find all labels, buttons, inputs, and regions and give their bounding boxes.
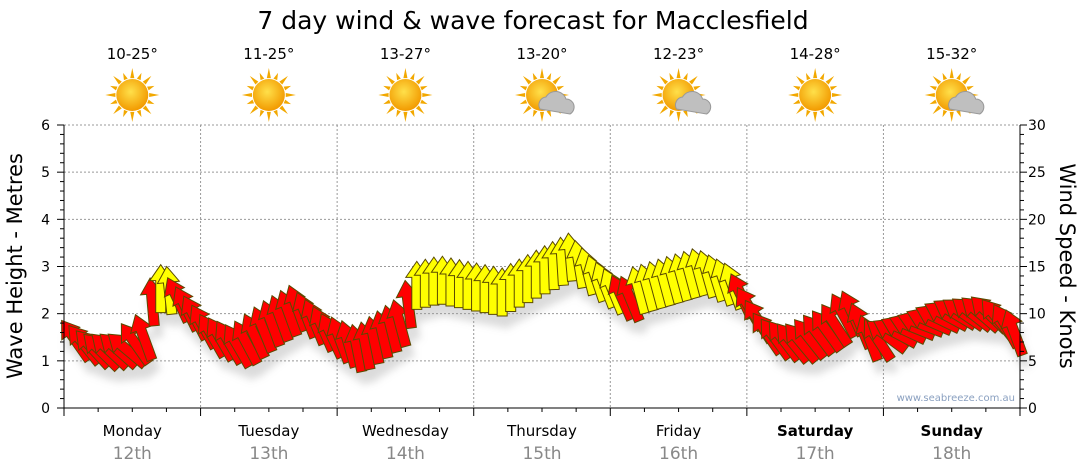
right-axis-label: Wind Speed - Knots [1055,163,1079,368]
date-label: 16th [659,444,698,464]
temp-range: 13-27° [380,45,431,63]
day-label: Wednesday [362,422,449,440]
left-tick-label: 1 [41,354,50,370]
day-label: Thursday [506,422,577,440]
sun-icon [788,68,843,122]
right-tick-label: 5 [1028,354,1037,370]
right-tick-label: 25 [1028,165,1046,181]
arrow-layer [61,232,1028,374]
right-tick-label: 15 [1028,260,1046,276]
left-tick-label: 5 [41,165,50,181]
date-label: 12th [113,444,152,464]
wind-arrow [1000,309,1028,358]
day-label: Sunday [921,422,984,440]
day-label: Saturday [777,422,854,440]
left-axis-label: Wave Height - Metres [3,153,27,379]
sun-icon [241,68,296,122]
temp-range: 13-20° [516,45,567,63]
right-tick-label: 0 [1028,401,1037,417]
left-tick-label: 6 [41,118,50,134]
temp-range: 10-25° [107,45,158,63]
right-tick-label: 10 [1028,307,1046,323]
date-label: 14th [386,444,425,464]
left-tick-label: 0 [41,401,50,417]
right-tick-label: 30 [1028,118,1046,134]
date-label: 15th [522,444,561,464]
partly-cloudy-icon [515,68,575,122]
partly-cloudy-icon [651,68,712,122]
sun-icon [105,68,160,122]
left-tick-label: 2 [41,307,50,323]
day-label: Tuesday [237,422,299,440]
date-label: 18th [932,444,971,464]
watermark: www.seabreeze.com.au [897,393,1015,404]
partly-cloudy-icon [924,68,985,122]
sun-icon [378,68,433,122]
chart-title: 7 day wind & wave forecast for Macclesfi… [257,6,808,35]
temp-range: 11-25° [243,45,294,63]
temp-range: 15-32° [926,45,977,63]
date-label: 17th [796,444,835,464]
temp-range: 12-23° [653,45,704,63]
date-label: 13th [249,444,288,464]
day-label: Monday [103,422,162,440]
left-tick-label: 3 [41,260,50,276]
temp-range: 14-28° [790,45,841,63]
right-tick-label: 20 [1028,212,1046,228]
left-tick-label: 4 [41,212,50,228]
day-label: Friday [656,422,702,440]
